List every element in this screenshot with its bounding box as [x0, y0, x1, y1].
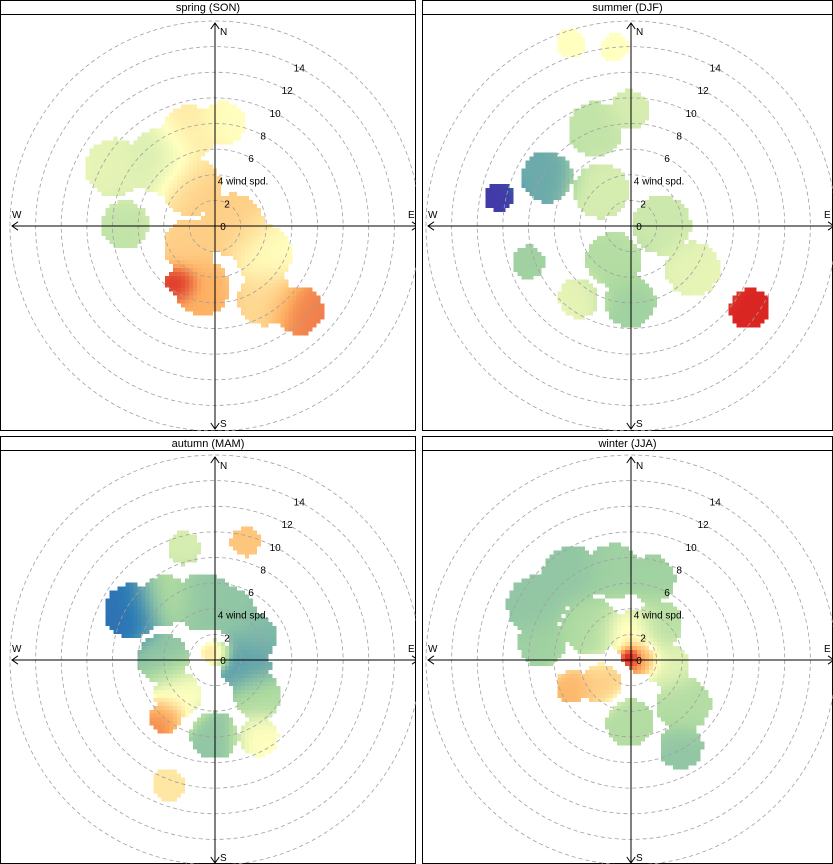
radial-tick-label: 0	[636, 656, 642, 667]
axis-arrowhead	[210, 456, 220, 464]
radial-tick-label: 4 wind spd.	[634, 611, 685, 622]
radial-tick-label: 12	[282, 520, 294, 531]
direction-label-w: W	[12, 644, 22, 655]
direction-label-n: N	[220, 461, 227, 472]
direction-label-e: E	[824, 210, 831, 221]
radial-tick-label: 6	[664, 588, 670, 599]
radial-tick-label: 4 wind spd.	[218, 611, 269, 622]
direction-label-w: W	[12, 210, 22, 221]
radial-tick-label: 2	[640, 633, 646, 644]
direction-label-s: S	[220, 419, 227, 430]
panel-title: spring (SON)	[176, 2, 240, 14]
radial-tick-label: 14	[294, 498, 306, 509]
radial-tick-label: 10	[686, 109, 698, 120]
axis-arrowhead	[210, 422, 220, 430]
radial-tick-label: 2	[224, 633, 230, 644]
panel-title: autumn (MAM)	[172, 438, 245, 450]
axis-arrowhead	[427, 221, 435, 231]
axis-arrowhead	[827, 655, 833, 665]
radial-tick-label: 2	[224, 199, 230, 210]
panel-title: winter (JJA)	[597, 438, 656, 450]
radial-tick-label: 10	[270, 109, 282, 120]
radial-tick-label: 8	[676, 131, 682, 142]
direction-label-n: N	[220, 27, 227, 38]
direction-label-n: N	[636, 461, 643, 472]
direction-label-n: N	[636, 27, 643, 38]
radial-tick-label: 2	[640, 199, 646, 210]
radial-tick-label: 8	[260, 565, 266, 576]
radial-tick-label: 0	[220, 222, 226, 233]
radial-tick-label: 0	[220, 656, 226, 667]
direction-label-w: W	[428, 644, 438, 655]
radial-tick-label: 6	[248, 154, 254, 165]
axis-arrowhead	[827, 221, 833, 231]
radial-tick-label: 4 wind spd.	[218, 177, 269, 188]
axis-arrowhead	[626, 422, 636, 430]
direction-label-s: S	[220, 853, 227, 864]
radial-tick-label: 6	[248, 588, 254, 599]
radial-tick-label: 4 wind spd.	[634, 177, 685, 188]
axis-arrowhead	[210, 856, 220, 864]
axis-arrowhead	[210, 22, 220, 30]
radial-tick-label: 0	[636, 222, 642, 233]
radial-tick-label: 12	[698, 86, 710, 97]
radial-tick-label: 8	[676, 565, 682, 576]
axis-arrowhead	[11, 221, 19, 231]
direction-label-w: W	[428, 210, 438, 221]
radial-tick-label: 8	[260, 131, 266, 142]
radial-tick-label: 14	[710, 64, 722, 75]
axis-arrowhead	[411, 655, 416, 665]
axis-arrowhead	[626, 456, 636, 464]
radial-tick-label: 12	[282, 86, 294, 97]
direction-label-s: S	[636, 419, 643, 430]
radial-tick-label: 12	[698, 520, 710, 531]
radial-tick-label: 6	[664, 154, 670, 165]
radial-tick-label: 10	[686, 543, 698, 554]
axis-arrowhead	[411, 221, 416, 231]
direction-label-s: S	[636, 853, 643, 864]
direction-label-e: E	[824, 644, 831, 655]
radial-tick-label: 14	[294, 64, 306, 75]
axis-arrowhead	[11, 655, 19, 665]
direction-label-e: E	[408, 644, 415, 655]
panel-title: summer (DJF)	[592, 2, 662, 14]
radial-tick-label: 14	[710, 498, 722, 509]
radial-tick-label: 10	[270, 543, 282, 554]
axis-arrowhead	[626, 856, 636, 864]
direction-label-e: E	[408, 210, 415, 221]
axis-arrowhead	[626, 22, 636, 30]
axis-arrowhead	[427, 655, 435, 665]
